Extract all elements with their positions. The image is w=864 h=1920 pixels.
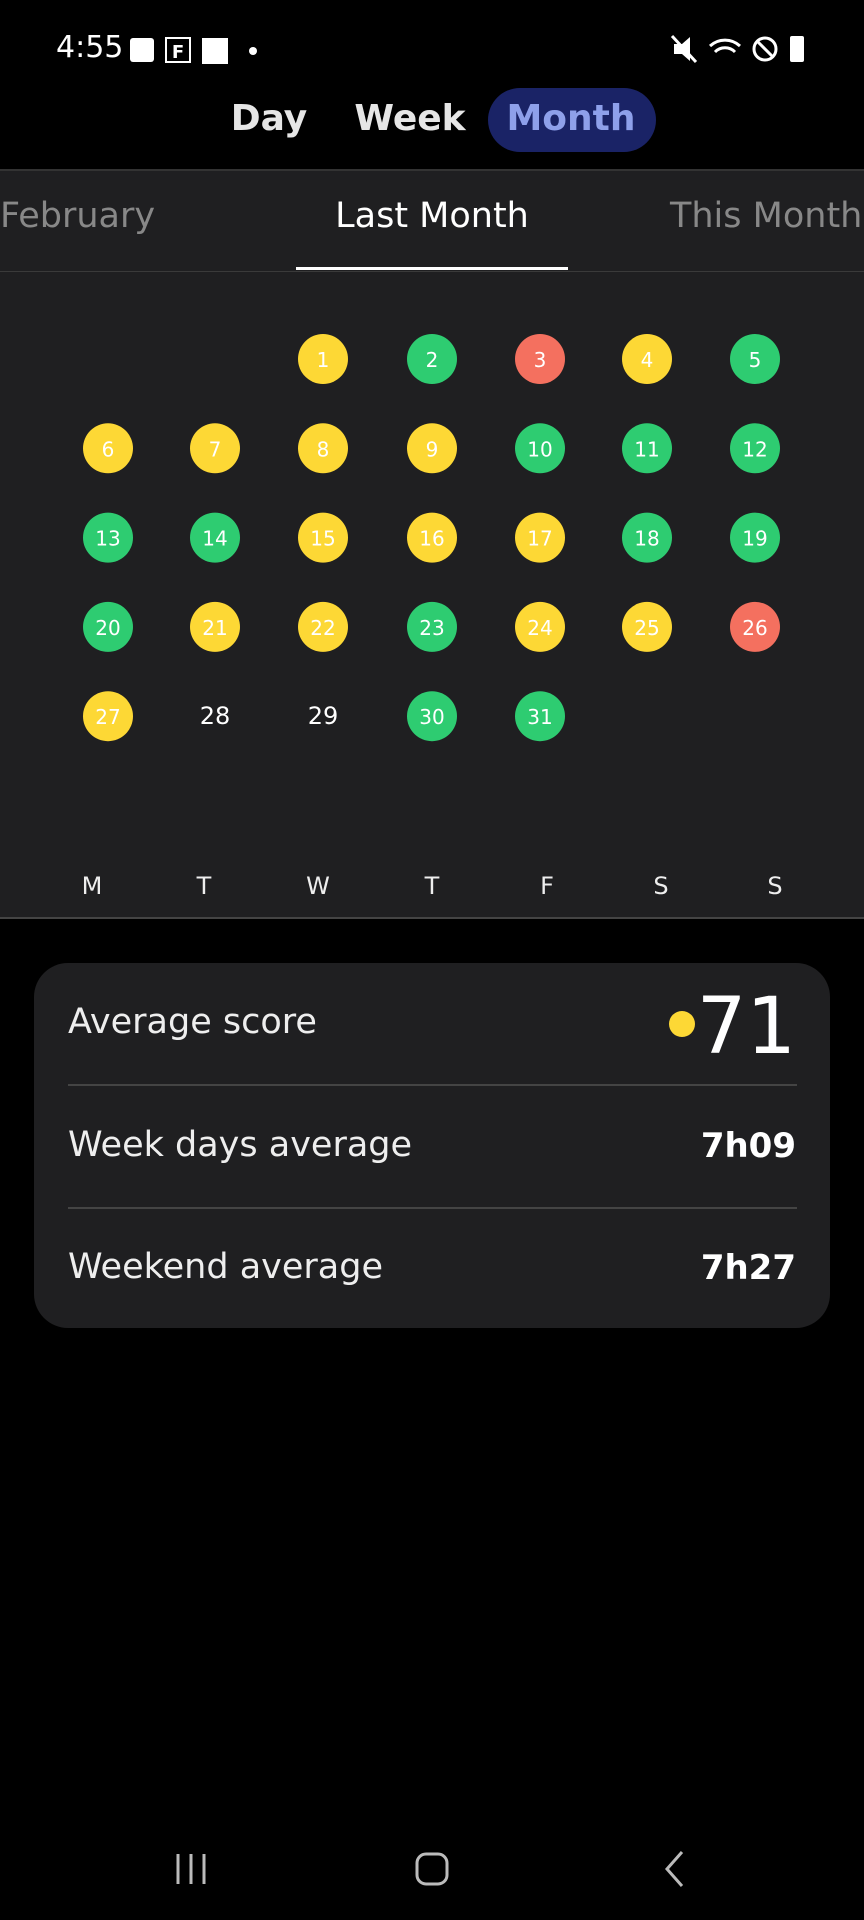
- day-number: 12: [742, 437, 767, 461]
- svg-text:F: F: [172, 42, 184, 63]
- day-number: 6: [102, 437, 115, 461]
- day-circle: [407, 423, 457, 474]
- score-dot: [669, 1011, 695, 1037]
- day-circle: [190, 601, 240, 652]
- divider: [0, 271, 864, 272]
- day-circle: [622, 423, 672, 474]
- day-number: 29: [308, 702, 339, 730]
- tab-underline: [296, 267, 568, 270]
- summary-card: [34, 963, 830, 1328]
- day-circle: [83, 691, 133, 742]
- day-number: 10: [527, 437, 552, 461]
- divider: [0, 917, 864, 919]
- month-tab[interactable]: Month: [506, 98, 636, 139]
- selected-tab-pill: [488, 88, 656, 152]
- weekday-label: F: [540, 872, 554, 900]
- day-number: 5: [749, 348, 762, 372]
- day-circle: [407, 691, 457, 742]
- divider: [68, 1084, 797, 1086]
- weekday-label: S: [653, 872, 669, 900]
- day-number: 19: [742, 527, 767, 551]
- day-circle: [83, 423, 133, 474]
- summary-label: Average score: [68, 1002, 317, 1042]
- day-number: 30: [419, 705, 444, 729]
- day-number: 25: [634, 616, 659, 640]
- day-number: 9: [426, 437, 439, 461]
- day-circle: [730, 334, 780, 384]
- day-circle: [407, 601, 457, 652]
- weekday-label: T: [196, 872, 212, 900]
- day-number: 8: [317, 437, 330, 461]
- day-number: 15: [310, 527, 335, 551]
- day-number: 28: [200, 702, 231, 730]
- day-circle: [730, 601, 780, 652]
- summary-value: 71: [696, 982, 796, 1072]
- month-tab[interactable]: Last Month: [335, 196, 529, 236]
- summary-value: 7h09: [700, 1126, 796, 1166]
- day-number: 3: [534, 348, 547, 372]
- system-icons: [670, 34, 804, 64]
- day-circle: [730, 423, 780, 474]
- status-time: 4:55: [56, 30, 124, 65]
- day-circle: [622, 601, 672, 652]
- day-circle: [83, 512, 133, 563]
- summary-value: 7h27: [700, 1248, 796, 1288]
- day-number: 18: [634, 527, 659, 551]
- day-circle: [622, 334, 672, 384]
- status-icons: F: [130, 37, 257, 64]
- day-number: 7: [209, 437, 222, 461]
- day-circle: [515, 601, 565, 652]
- day-number: 1: [317, 348, 330, 372]
- divider: [68, 1207, 797, 1209]
- week-tab[interactable]: Week: [354, 98, 466, 139]
- nav-bar: [176, 1851, 684, 1887]
- day-number: 27: [95, 705, 120, 729]
- day-circle: [298, 601, 348, 652]
- day-number: 23: [419, 616, 444, 640]
- day-circle: [407, 512, 457, 563]
- weekday-label: S: [767, 872, 783, 900]
- day-number: 24: [527, 616, 552, 640]
- day-circle: [407, 334, 457, 384]
- day-circle: [515, 512, 565, 563]
- day-circle: [298, 334, 348, 384]
- day-circle: [515, 423, 565, 474]
- day-circle: [515, 691, 565, 742]
- day-number: 11: [634, 437, 659, 461]
- day-number: 26: [742, 616, 767, 640]
- day-circle: [190, 423, 240, 474]
- day-circle: [730, 512, 780, 563]
- day-number: 14: [202, 527, 227, 551]
- day-circle: [622, 512, 672, 563]
- day-number: 2: [426, 348, 439, 372]
- day-tab[interactable]: Day: [230, 98, 308, 139]
- day-circle: [83, 601, 133, 652]
- day-number: 31: [527, 705, 552, 729]
- weekday-label: M: [81, 872, 103, 900]
- summary-label: Week days average: [68, 1125, 413, 1165]
- weekday-label: W: [306, 872, 330, 900]
- day-circle: [298, 512, 348, 563]
- day-number: 20: [95, 616, 120, 640]
- weekday-label: T: [424, 872, 440, 900]
- day-number: 13: [95, 527, 120, 551]
- day-circle: [515, 334, 565, 384]
- day-number: 22: [310, 616, 335, 640]
- day-circle: [298, 423, 348, 474]
- month-tab[interactable]: This Month: [670, 196, 863, 236]
- day-circle: [190, 512, 240, 563]
- day-number: 16: [419, 527, 444, 551]
- month-tab[interactable]: February: [0, 196, 156, 236]
- divider: [0, 169, 864, 171]
- summary-label: Weekend average: [68, 1247, 383, 1287]
- day-number: 17: [527, 527, 552, 551]
- day-number: 21: [202, 616, 227, 640]
- day-number: 4: [641, 348, 654, 372]
